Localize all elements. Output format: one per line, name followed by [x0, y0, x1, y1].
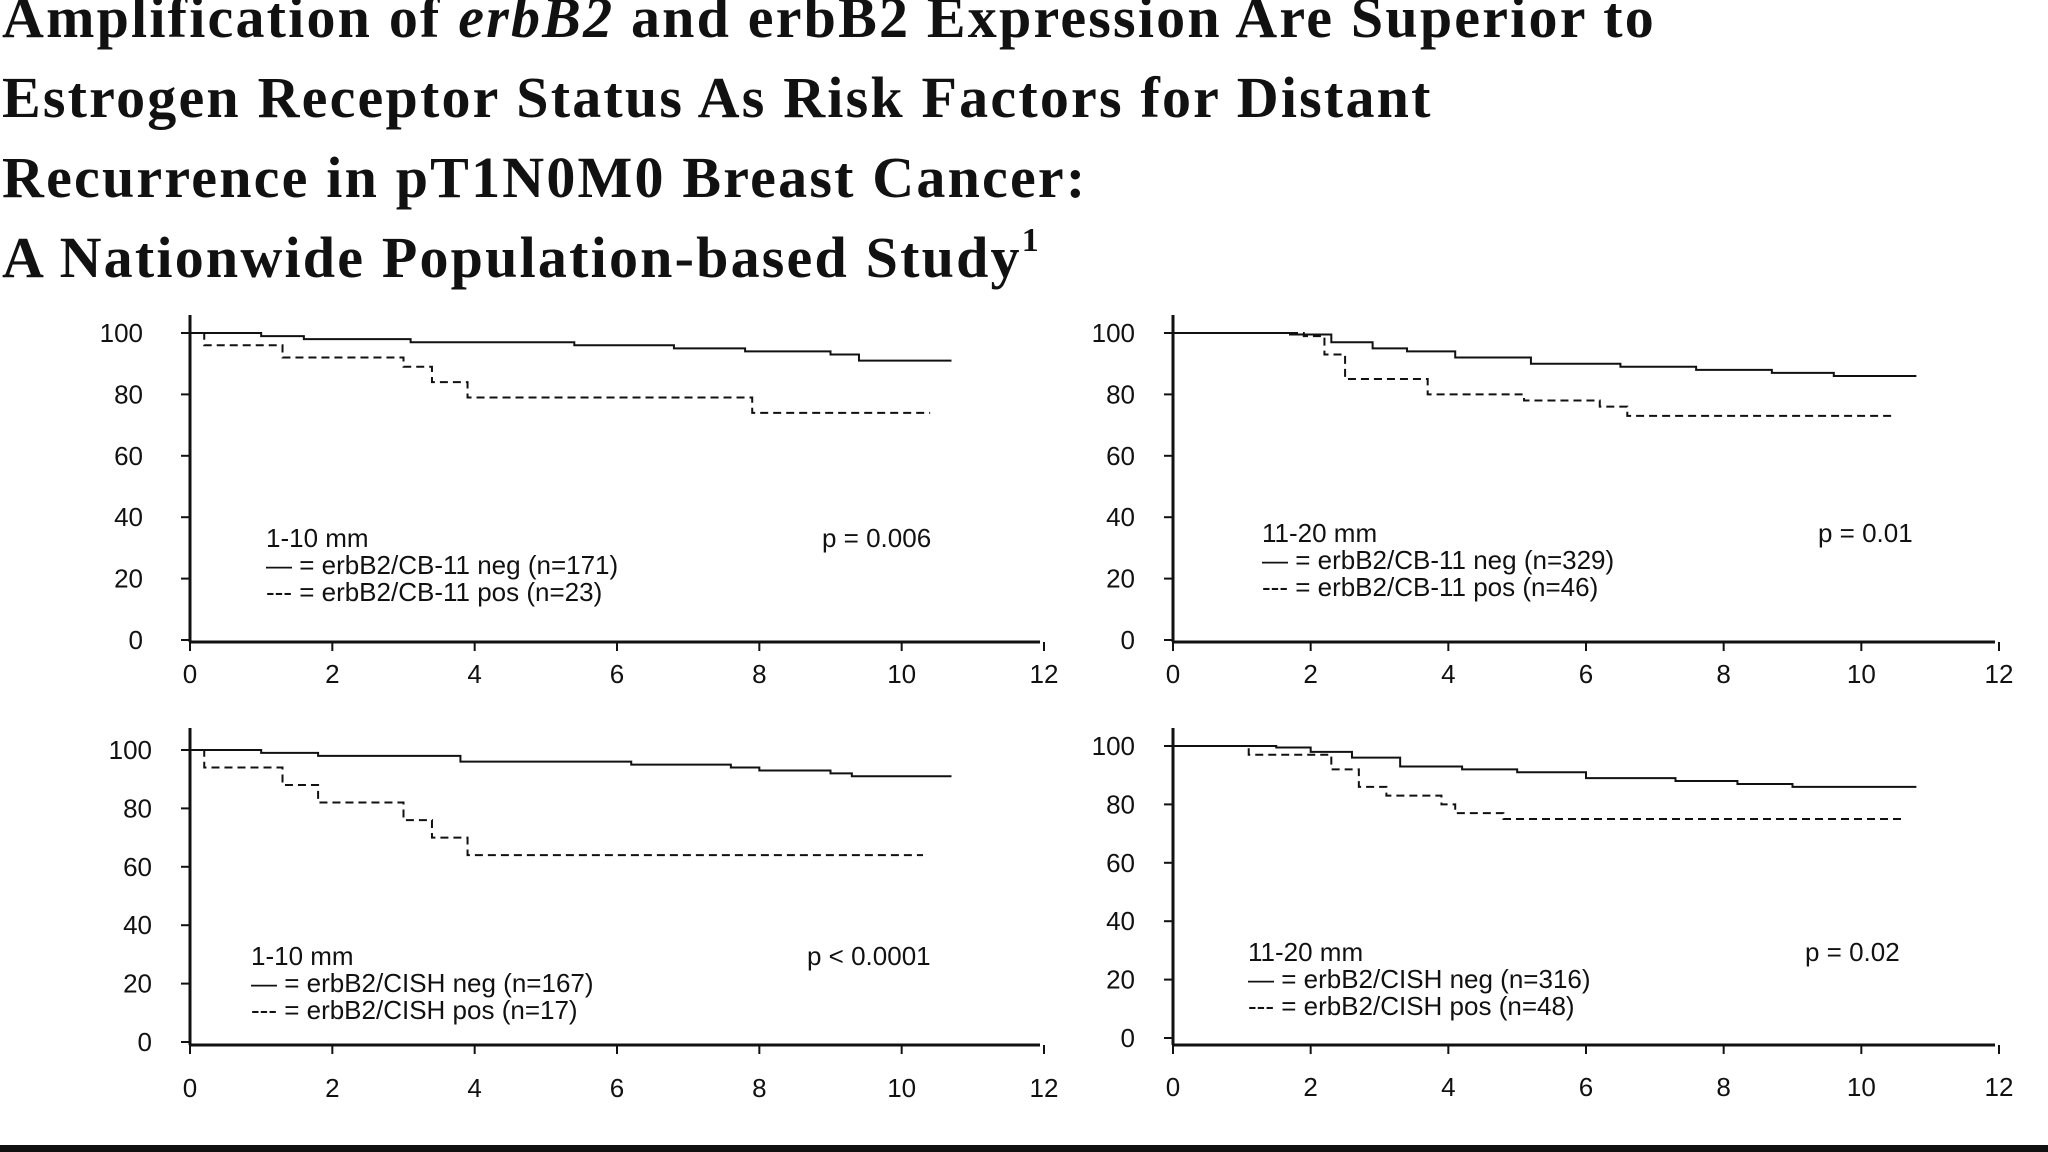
chart-panel-2: 0 2 4 6 8 10 12 0 20 40 60 80 100 11-20 mm— = erbB2/C… [1092, 315, 2014, 689]
legend-dashed-entry: --- = erbB2/CISH pos (n=17) [251, 995, 578, 1025]
x-tick-label: 10 [1847, 1072, 1876, 1102]
legend-solid-entry: — = erbB2/CB-11 neg (n=329) [1262, 545, 1614, 575]
y-tick-label: 20 [123, 969, 152, 999]
y-tick-label: 80 [123, 793, 152, 823]
y-tick-label: 100 [1092, 731, 1135, 761]
survival-curve-positive [1173, 332, 1896, 417]
p-value-label: p < 0.0001 [807, 941, 931, 971]
y-tick-label: 40 [114, 502, 143, 532]
chart-panel-1: 0 2 4 6 8 10 12 0 20 40 60 80 100 1-10 mm— = erbB2/CB… [100, 315, 1059, 689]
p-value-label: p = 0.02 [1805, 937, 1900, 967]
x-tick-label: 4 [1441, 659, 1455, 689]
x-tick-label: 0 [183, 659, 197, 689]
x-tick-label: 12 [1985, 1072, 2014, 1102]
survival-curve-positive [190, 749, 924, 857]
title-gene-name: erbB2 [458, 0, 615, 50]
y-tick-label: 60 [114, 441, 143, 471]
y-tick-label: 40 [1106, 502, 1135, 532]
y-tick-label: 40 [123, 910, 152, 940]
x-tick-label: 0 [1166, 659, 1180, 689]
title-line-4-text: A Nationwide Population-based Study [2, 225, 1022, 290]
title-line-3: Recurrence in pT1N0M0 Breast Cancer: [2, 145, 1088, 210]
x-tick-label: 6 [1579, 659, 1593, 689]
x-tick-label: 0 [1166, 1072, 1180, 1102]
x-tick-label: 4 [467, 659, 481, 689]
x-tick-label: 4 [1441, 1072, 1455, 1102]
legend-solid-entry: — = erbB2/CB-11 neg (n=171) [266, 550, 618, 580]
survival-curve-negative [1173, 745, 1917, 788]
legend-dashed-entry: --- = erbB2/CB-11 pos (n=23) [266, 577, 602, 607]
x-tick-label: 10 [1847, 659, 1876, 689]
x-tick-label: 2 [325, 659, 339, 689]
x-tick-label: 8 [752, 659, 766, 689]
x-tick-label: 6 [1579, 1072, 1593, 1102]
y-tick-label: 100 [100, 318, 143, 348]
p-value-label: p = 0.006 [822, 523, 931, 553]
survival-curve-positive [190, 332, 931, 414]
slide-title: Amplification of erbB2 and erbB2 Express… [2, 0, 2048, 298]
title-line-1-end: and erbB2 Expression Are Superior to [614, 0, 1657, 50]
y-tick-label: 80 [1106, 789, 1135, 819]
y-tick-label: 80 [114, 379, 143, 409]
bottom-bar [0, 1145, 2048, 1152]
title-line-4: A Nationwide Population-based Study1 [2, 218, 2048, 298]
legend-solid-entry: — = erbB2/CISH neg (n=167) [251, 968, 594, 998]
x-tick-label: 12 [1985, 659, 2014, 689]
y-tick-label: 0 [138, 1027, 152, 1057]
legend-dashed-entry: --- = erbB2/CB-11 pos (n=46) [1262, 572, 1598, 602]
title-line-2: Estrogen Receptor Status As Risk Factors… [2, 65, 1433, 130]
x-tick-label: 12 [1030, 659, 1059, 689]
x-tick-label: 4 [467, 1073, 481, 1103]
survival-curve-negative [190, 749, 952, 778]
x-tick-label: 12 [1030, 1073, 1059, 1103]
chart-panel-3: 0 2 4 6 8 10 12 0 20 40 60 80 100 1-10 mm— = erbB2/CI… [109, 728, 1059, 1103]
y-tick-label: 60 [1106, 848, 1135, 878]
survival-curve-positive [1173, 745, 1903, 820]
x-tick-label: 2 [325, 1073, 339, 1103]
group-label: 11-20 mm [1248, 937, 1363, 967]
y-tick-label: 100 [1092, 318, 1135, 348]
title-line-1-start: Amplification of [2, 0, 459, 50]
x-tick-label: 0 [183, 1073, 197, 1103]
y-tick-label: 100 [109, 735, 152, 765]
survival-curve-negative [1173, 332, 1917, 377]
x-tick-label: 8 [1716, 1072, 1730, 1102]
survival-curve-negative [190, 332, 952, 362]
title-footnote-mark: 1 [1021, 222, 1041, 259]
x-tick-label: 10 [887, 1073, 916, 1103]
x-tick-label: 2 [1303, 659, 1317, 689]
y-tick-label: 60 [1106, 441, 1135, 471]
y-tick-label: 0 [1121, 1023, 1135, 1053]
group-label: 1-10 mm [266, 523, 369, 553]
y-tick-label: 20 [1106, 965, 1135, 995]
y-tick-label: 20 [1106, 564, 1135, 594]
legend-dashed-entry: --- = erbB2/CISH pos (n=48) [1248, 991, 1575, 1021]
x-tick-label: 6 [610, 1073, 624, 1103]
y-tick-label: 40 [1106, 906, 1135, 936]
y-tick-label: 0 [1121, 625, 1135, 655]
y-tick-label: 20 [114, 564, 143, 594]
x-tick-label: 8 [752, 1073, 766, 1103]
y-tick-label: 80 [1106, 379, 1135, 409]
legend-solid-entry: — = erbB2/CISH neg (n=316) [1248, 964, 1591, 994]
p-value-label: p = 0.01 [1818, 518, 1913, 548]
group-label: 11-20 mm [1262, 518, 1377, 548]
title-line-1: Amplification of erbB2 and erbB2 Express… [2, 0, 2048, 58]
x-tick-label: 10 [887, 659, 916, 689]
chart-panel-4: 0 2 4 6 8 10 12 0 20 40 60 80 100 11-20 mm— = erbB2/C… [1092, 728, 2014, 1102]
x-tick-label: 6 [610, 659, 624, 689]
y-tick-label: 60 [123, 852, 152, 882]
x-tick-label: 2 [1303, 1072, 1317, 1102]
x-tick-label: 8 [1716, 659, 1730, 689]
group-label: 1-10 mm [251, 941, 354, 971]
y-tick-label: 0 [129, 625, 143, 655]
